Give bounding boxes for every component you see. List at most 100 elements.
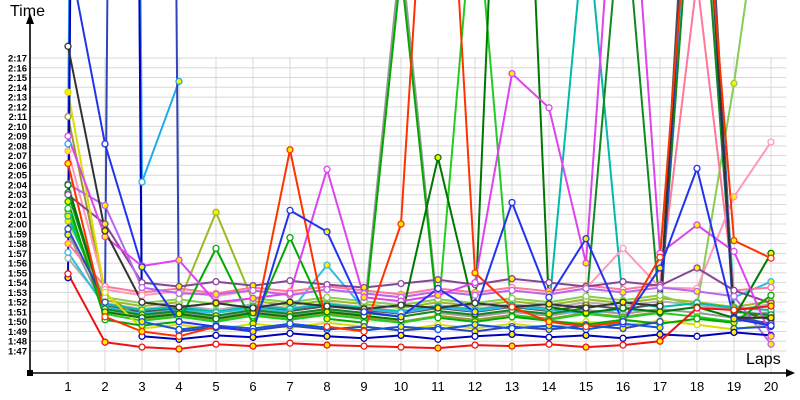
data-point xyxy=(693,320,701,329)
data-point xyxy=(656,323,664,332)
data-point xyxy=(397,331,405,340)
series-line xyxy=(67,0,772,323)
data-point xyxy=(730,79,738,88)
data-point xyxy=(656,308,664,316)
data-point xyxy=(656,302,664,310)
data-point xyxy=(693,264,701,272)
data-point xyxy=(508,275,516,283)
data-point xyxy=(101,227,109,235)
data-point xyxy=(582,284,590,293)
data-point xyxy=(730,193,738,201)
data-point xyxy=(730,328,738,337)
x-tick-label: 12 xyxy=(468,379,482,394)
y-tick-label: 2:10 xyxy=(8,122,27,133)
data-point xyxy=(397,322,405,331)
data-point xyxy=(175,256,183,264)
data-point xyxy=(286,320,294,328)
data-point xyxy=(545,300,553,308)
data-point xyxy=(286,277,294,285)
data-point xyxy=(397,301,405,309)
data-point xyxy=(286,289,294,298)
data-point xyxy=(175,332,183,340)
data-point xyxy=(582,304,590,312)
series-line xyxy=(67,0,772,341)
data-point xyxy=(212,290,220,299)
data-point xyxy=(767,314,775,322)
data-point xyxy=(64,159,72,168)
series-line xyxy=(67,193,772,305)
data-point xyxy=(323,308,331,316)
data-point xyxy=(138,298,146,306)
x-tick-label: 17 xyxy=(653,379,667,394)
data-point xyxy=(64,270,72,278)
series-line xyxy=(67,0,772,321)
y-tick-label: 2:05 xyxy=(8,171,28,182)
x-tick-label: 6 xyxy=(249,379,256,394)
y-tick-label: 1:48 xyxy=(8,337,27,348)
data-point xyxy=(64,248,72,257)
data-point xyxy=(434,335,442,343)
data-point xyxy=(619,334,627,342)
x-tick-label: 2 xyxy=(101,379,108,394)
data-point xyxy=(693,287,701,296)
y-tick-label: 2:08 xyxy=(8,141,27,152)
data-point xyxy=(545,104,553,112)
series-line xyxy=(67,0,180,183)
data-point xyxy=(730,236,738,245)
axes xyxy=(29,20,788,374)
data-point xyxy=(619,244,627,253)
y-tick-label: 1:55 xyxy=(8,268,28,279)
data-point xyxy=(582,343,590,351)
data-point xyxy=(212,208,220,216)
data-point xyxy=(101,338,109,346)
data-point xyxy=(249,304,257,312)
data-point xyxy=(693,221,701,229)
x-tick-label: 16 xyxy=(616,379,630,394)
data-point xyxy=(619,278,627,286)
series-line xyxy=(67,0,772,332)
y-tick-label: 2:14 xyxy=(8,83,28,94)
data-point xyxy=(175,325,183,334)
y-tick-label: 2:00 xyxy=(8,220,27,231)
data-point xyxy=(545,278,553,287)
data-point xyxy=(64,88,72,96)
data-point xyxy=(767,278,775,286)
data-point xyxy=(64,204,72,213)
data-point xyxy=(323,165,331,173)
y-tick-label: 1:59 xyxy=(8,229,27,240)
data-point xyxy=(693,304,701,312)
data-point xyxy=(582,292,590,300)
series-line xyxy=(67,0,772,321)
data-point xyxy=(138,291,146,299)
data-point xyxy=(471,269,479,277)
data-point xyxy=(434,325,442,334)
y-tick-label: 2:09 xyxy=(8,132,27,143)
data-point xyxy=(101,288,109,297)
data-point xyxy=(212,299,220,307)
x-tick-label: 19 xyxy=(727,379,741,394)
data-point xyxy=(64,197,72,206)
x-tick-label: 15 xyxy=(579,379,593,394)
data-point xyxy=(286,206,294,215)
data-point xyxy=(360,342,368,350)
data-point xyxy=(508,303,516,311)
data-point xyxy=(434,153,442,162)
data-point xyxy=(656,318,664,326)
data-point xyxy=(471,320,479,329)
data-point xyxy=(286,313,294,321)
data-point xyxy=(656,283,664,292)
x-tick-label: 20 xyxy=(764,379,778,394)
data-point xyxy=(323,322,331,331)
data-point xyxy=(323,261,331,269)
x-tick-labels: 1 2 3 4 5 6 7 8 9 10 11 12 13 14 15 16 17 18 19 20 xyxy=(64,379,778,394)
y-tick-label: 2:03 xyxy=(8,190,27,201)
data-point xyxy=(508,69,516,78)
data-point xyxy=(323,228,331,236)
data-point xyxy=(767,302,775,310)
data-point xyxy=(138,343,146,351)
data-point xyxy=(64,42,72,50)
marker-group xyxy=(64,42,775,353)
data-point xyxy=(249,327,257,336)
data-point xyxy=(286,329,294,338)
